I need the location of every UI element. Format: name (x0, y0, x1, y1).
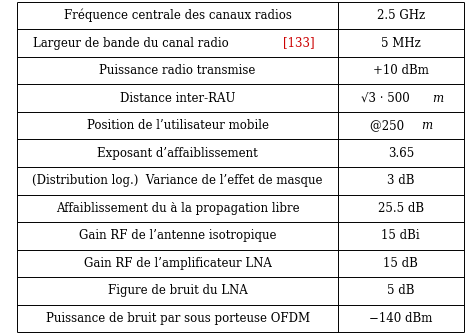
Text: +10 dBm: +10 dBm (373, 64, 429, 77)
Text: m: m (421, 119, 432, 132)
Text: Affaiblissement du à la propagation libre: Affaiblissement du à la propagation libr… (56, 202, 300, 215)
Text: −140 dBm: −140 dBm (369, 312, 432, 325)
Text: Figure de bruit du LNA: Figure de bruit du LNA (108, 285, 247, 298)
Text: 5 MHz: 5 MHz (381, 36, 421, 49)
Text: Gain RF de l’antenne isotropique: Gain RF de l’antenne isotropique (79, 229, 276, 242)
Text: 15 dB: 15 dB (384, 257, 418, 270)
Text: 2.5 GHz: 2.5 GHz (377, 9, 425, 22)
Text: 3 dB: 3 dB (387, 174, 415, 187)
Text: Largeur de bande du canal radio: Largeur de bande du canal radio (33, 36, 233, 49)
Text: [133]: [133] (283, 36, 315, 49)
Text: 15 dBi: 15 dBi (382, 229, 420, 242)
Text: m: m (432, 92, 444, 105)
Text: Exposant d’affaiblissement: Exposant d’affaiblissement (97, 147, 258, 160)
Text: Position de l’utilisateur mobile: Position de l’utilisateur mobile (87, 119, 268, 132)
Text: @250: @250 (370, 119, 408, 132)
Text: Largeur de bande du canal radio [133]: Largeur de bande du canal radio [133] (62, 36, 293, 49)
Text: (Distribution log.)  Variance de l’effet de masque: (Distribution log.) Variance de l’effet … (32, 174, 323, 187)
Text: √3 · 500: √3 · 500 (361, 92, 414, 105)
Text: √3 · 500 m: √3 · 500 m (369, 92, 432, 105)
Text: Puissance de bruit par sous porteuse OFDM: Puissance de bruit par sous porteuse OFD… (46, 312, 310, 325)
Text: @250 m: @250 m (377, 119, 425, 132)
Text: 3.65: 3.65 (388, 147, 414, 160)
Text: Puissance radio transmise: Puissance radio transmise (99, 64, 256, 77)
Text: 5 dB: 5 dB (387, 285, 415, 298)
Text: Gain RF de l’amplificateur LNA: Gain RF de l’amplificateur LNA (84, 257, 272, 270)
Text: Fréquence centrale des canaux radios: Fréquence centrale des canaux radios (64, 9, 292, 22)
Text: 25.5 dB: 25.5 dB (378, 202, 424, 215)
Text: Distance inter-RAU: Distance inter-RAU (120, 92, 235, 105)
